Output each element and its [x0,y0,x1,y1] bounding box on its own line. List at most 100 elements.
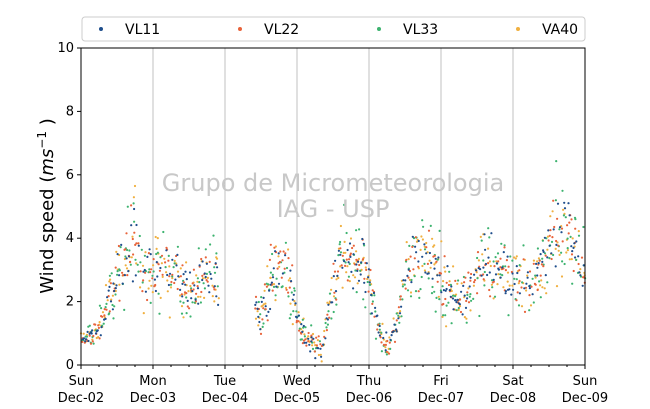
data-point [487,247,490,250]
data-point [259,328,262,331]
data-point [123,308,126,311]
data-point [131,280,134,283]
data-point [256,310,259,313]
data-point [147,287,150,290]
data-point [312,337,315,340]
data-point [176,270,180,273]
data-point [303,335,306,338]
data-point [124,255,127,258]
data-point [179,275,182,278]
data-point [378,324,381,328]
data-point [199,295,202,298]
data-point [355,263,358,266]
data-point [343,203,346,206]
data-point [572,269,575,273]
data-point [479,235,482,238]
data-point [200,257,203,261]
data-point [113,305,116,308]
data-point [327,310,330,313]
data-point [217,297,220,300]
data-point [536,266,539,269]
data-point [427,229,431,232]
data-point [106,296,109,299]
data-point [352,253,355,256]
data-point [544,274,547,277]
data-point [450,285,453,288]
data-point [463,294,466,297]
data-point [520,286,523,289]
data-point [298,327,301,330]
data-point [274,250,277,253]
data-point [170,280,173,284]
data-point [503,246,506,249]
data-point [149,301,152,304]
data-point [374,306,377,309]
data-point [165,246,168,249]
data-point [281,272,284,275]
data-point [152,258,155,261]
data-point [88,324,91,327]
data-point [182,281,185,284]
data-point [137,270,140,273]
data-point [355,229,358,232]
data-point [345,271,348,274]
data-point [462,284,465,287]
x-tick-label-day: Fri [433,374,449,389]
data-point [185,292,188,295]
data-point [521,281,524,284]
data-point [311,347,315,350]
data-point [309,350,312,353]
data-point [107,289,110,292]
data-point [412,268,415,271]
data-point [92,342,95,345]
x-tick-label-date: Dec-03 [130,391,176,406]
data-point [503,244,506,247]
data-point [307,335,310,338]
data-point [179,267,182,270]
data-point [516,271,519,275]
data-point [558,228,561,231]
data-point [466,291,469,294]
data-point [262,322,265,325]
data-point [108,310,111,313]
data-point [528,285,531,288]
data-point [274,294,277,297]
data-point [264,308,267,311]
data-point [555,285,559,288]
data-point [386,339,389,343]
data-point [465,317,468,320]
data-point [368,281,371,284]
data-point [152,270,155,273]
data-point [325,329,328,332]
data-point [398,321,401,324]
data-point [116,273,119,276]
data-point [534,276,537,279]
data-point [334,259,337,262]
data-point [121,271,124,274]
data-point [302,339,305,342]
data-point [201,274,204,277]
data-point [556,241,559,244]
data-point [304,338,307,341]
y-tick-label: 2 [66,295,74,310]
data-point [103,314,106,317]
data-point [344,264,347,267]
data-point [566,249,570,252]
data-point [579,274,582,277]
data-point [198,281,201,284]
data-point [367,268,370,271]
data-point [427,277,430,280]
data-point [269,243,272,246]
data-point [541,257,544,260]
data-point [97,326,100,329]
data-point [370,312,373,315]
data-point [333,270,337,273]
data-point [348,280,351,283]
data-point [408,244,411,247]
data-point [280,276,283,279]
data-point [385,353,388,356]
data-point [397,306,400,309]
data-point [493,265,496,268]
data-point [475,271,478,274]
data-point [490,232,493,235]
